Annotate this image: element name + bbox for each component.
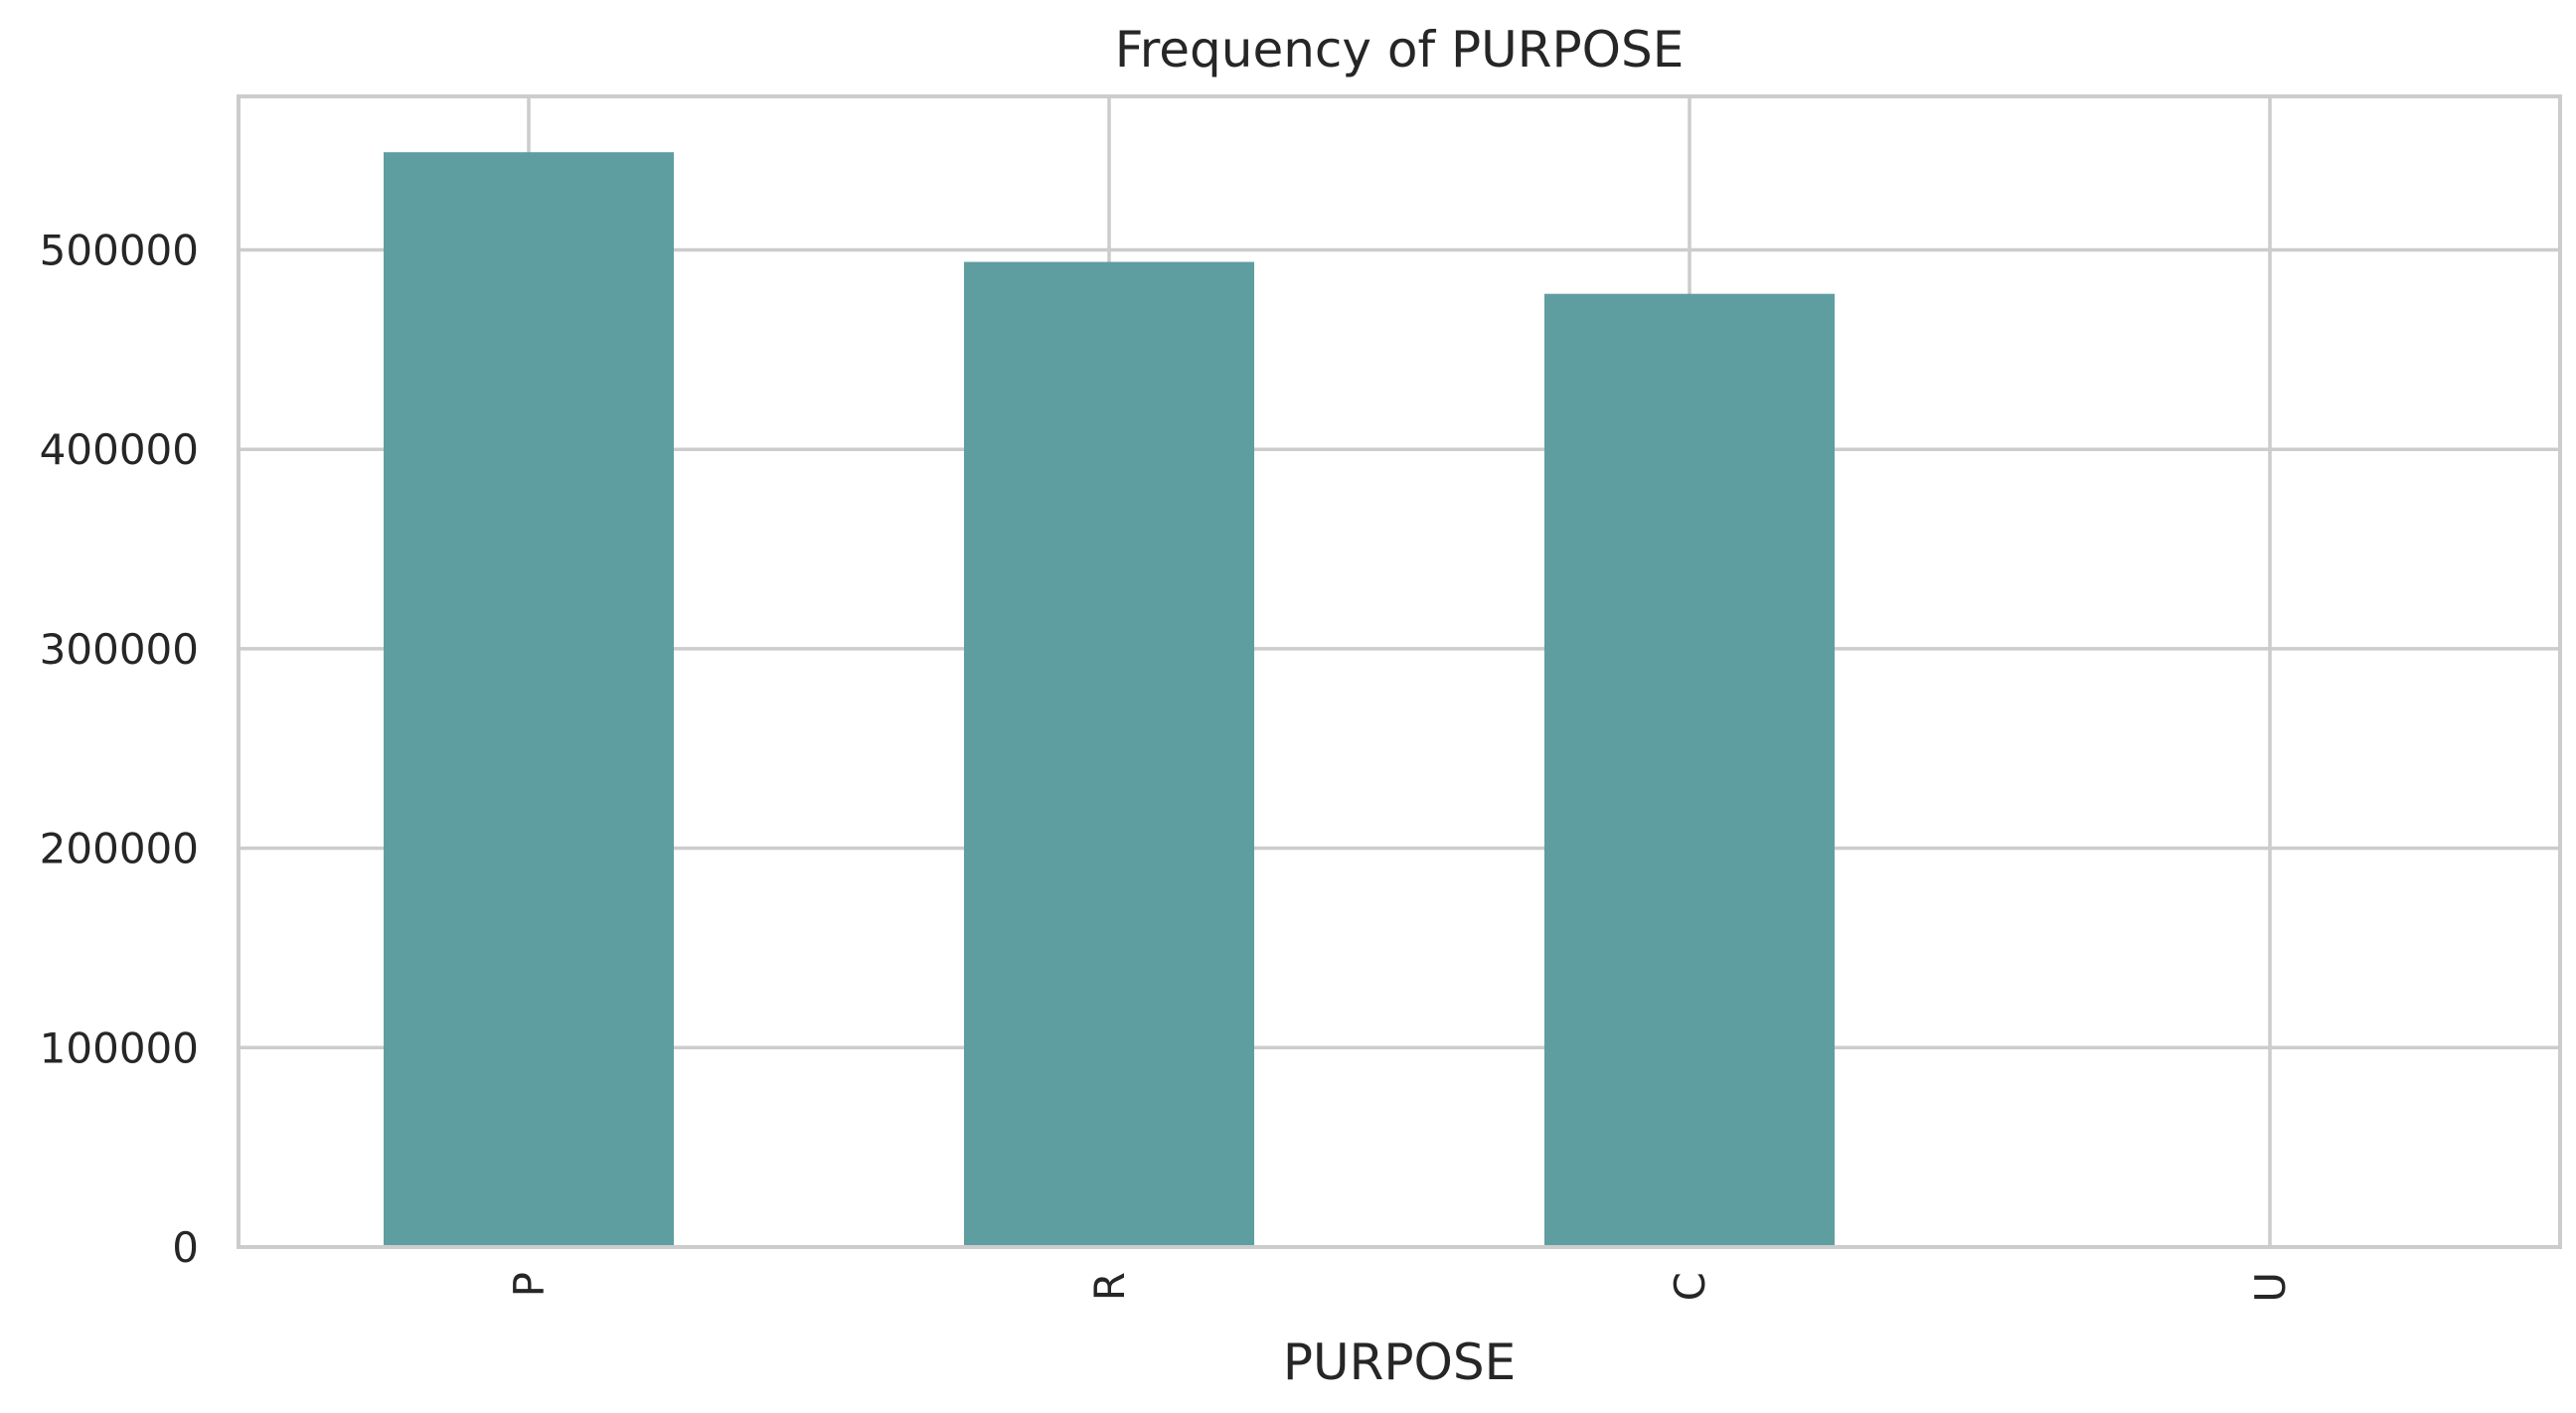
y-tick-label: 400000 (40, 425, 199, 474)
plot-frame (237, 94, 2562, 1249)
x-tick-label: U (2246, 1272, 2295, 1303)
bar-p (384, 152, 674, 1248)
y-tick-label: 200000 (40, 825, 199, 873)
bars (384, 152, 1835, 1248)
bar-c (1544, 293, 1835, 1248)
y-tick-label: 0 (172, 1223, 199, 1272)
x-tick-label: C (1666, 1272, 1714, 1301)
x-tick-label: R (1085, 1272, 1134, 1301)
chart-title: Frequency of PURPOSE (1115, 21, 1685, 78)
x-axis-label: PURPOSE (1283, 1334, 1516, 1391)
bar-r (964, 261, 1254, 1247)
x-tick-label: P (505, 1272, 554, 1297)
y-tick-label: 500000 (40, 227, 199, 275)
y-tick-label: 100000 (40, 1023, 199, 1072)
y-tick-labels: 0 100000 200000 300000 400000 500000 (40, 227, 199, 1272)
y-tick-label: 300000 (40, 625, 199, 674)
